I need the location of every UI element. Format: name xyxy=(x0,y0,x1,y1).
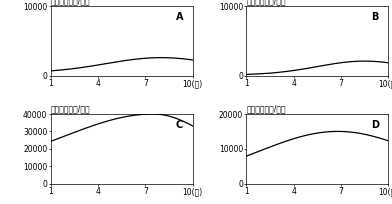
Text: 流量（立方米/秒）: 流量（立方米/秒） xyxy=(51,104,91,113)
Text: 流量（立方米/秒）: 流量（立方米/秒） xyxy=(51,0,91,5)
Text: 流量（立方米/秒）: 流量（立方米/秒） xyxy=(247,104,286,113)
Text: A: A xyxy=(176,12,183,22)
Text: B: B xyxy=(371,12,378,22)
Text: 流量（立方米/秒）: 流量（立方米/秒） xyxy=(247,0,286,5)
Text: C: C xyxy=(176,120,183,130)
Text: D: D xyxy=(371,120,379,130)
